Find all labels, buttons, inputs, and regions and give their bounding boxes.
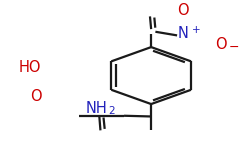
Text: 2: 2: [109, 106, 115, 116]
Text: HO: HO: [19, 60, 42, 75]
Text: O: O: [30, 89, 41, 104]
Text: −: −: [228, 41, 239, 54]
Text: +: +: [192, 25, 201, 34]
Text: N: N: [178, 26, 189, 41]
Text: O: O: [177, 3, 189, 18]
Text: NH: NH: [86, 101, 108, 116]
Text: O: O: [215, 37, 227, 52]
